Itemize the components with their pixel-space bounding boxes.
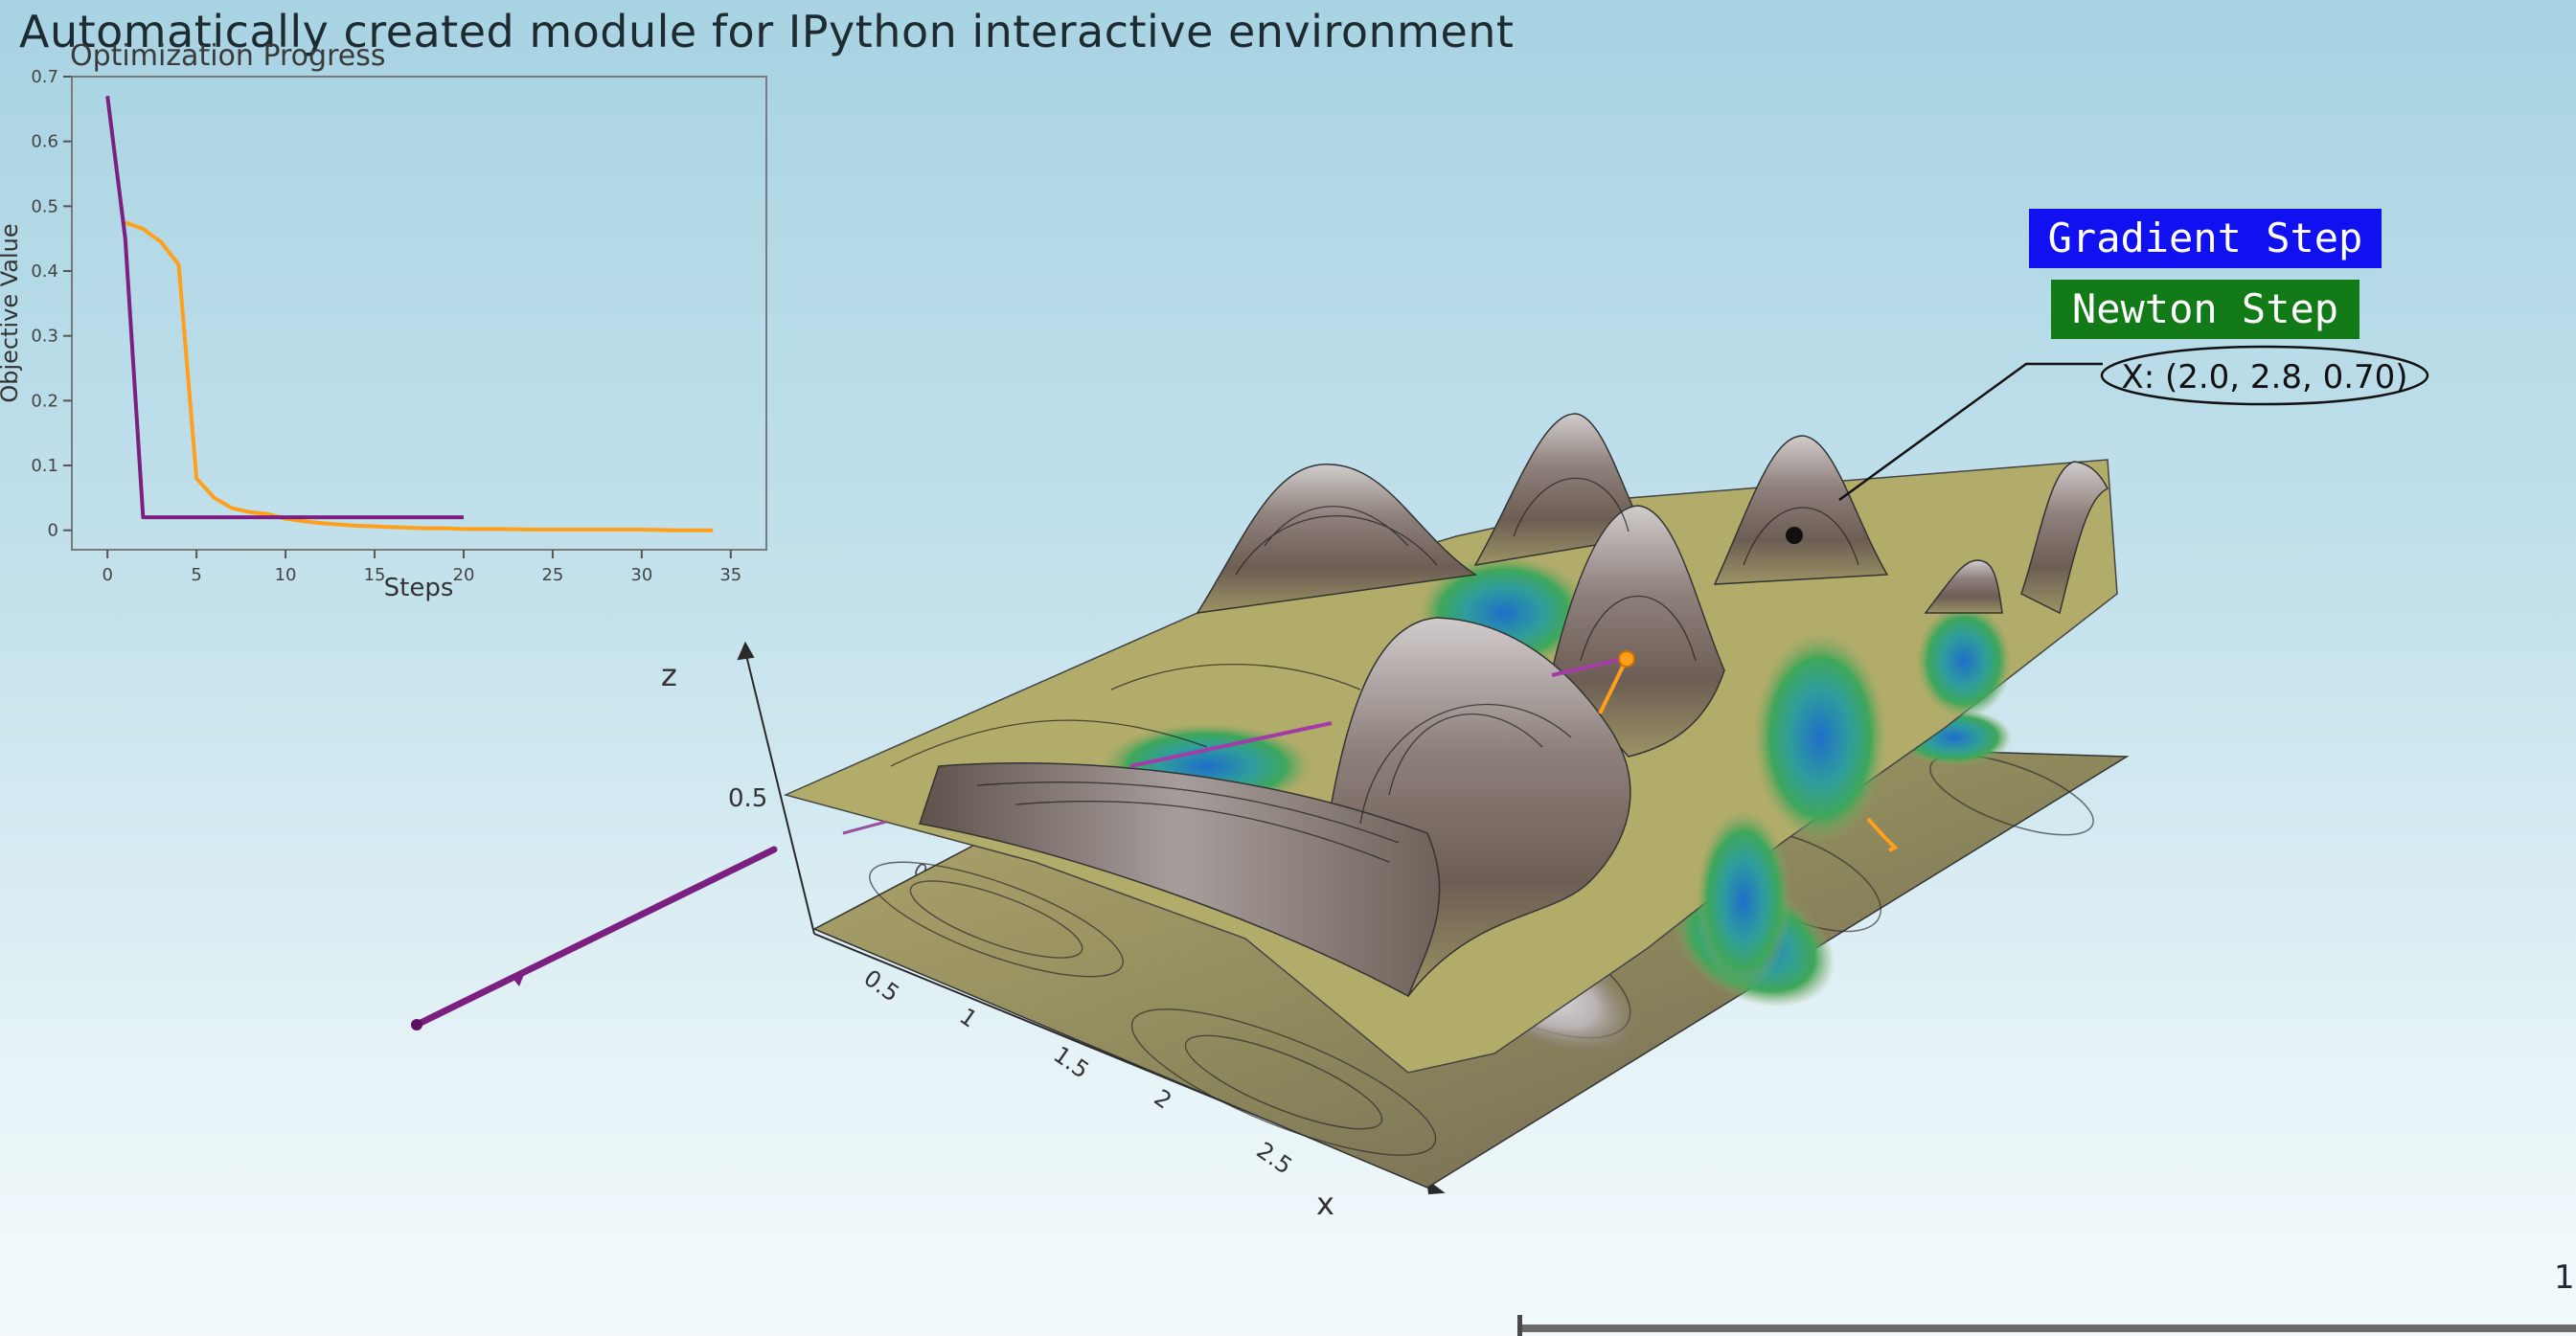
surface-valley-4 [1696,809,1791,991]
window-title: Automatically created module for IPython… [19,6,1515,57]
surface-valley-3 [1753,632,1887,843]
y-tick-label-6: 0.6 [31,132,58,152]
x3d-tick-label-0: 0.5 [859,964,904,1008]
x-tick-label-0: 0 [102,565,112,585]
series-line-0 [125,220,714,532]
y-tick-label-5: 0.5 [31,196,58,216]
x-tick-label-4: 20 [453,565,475,585]
y-tick-label-2: 0.2 [31,391,58,411]
surface-peak-back-2 [1473,413,1650,566]
scale-bar-tick [1517,1315,1522,1336]
y-tick-label-1: 0.1 [31,456,58,476]
gradient-path [1598,650,1899,852]
surface-contours [890,477,1859,863]
x-tick-label-3: 15 [364,565,386,585]
surface-peak-back-3 [1713,435,1889,585]
x3d-tick-label-3: 2 [1150,1084,1177,1115]
x3d-tick-label-2: 1.5 [1049,1041,1094,1084]
surface-peak-back-4 [1924,559,2003,614]
series-line-1 [105,96,464,520]
annotation-bubble [2100,345,2429,406]
gradient-point [1618,650,1635,668]
surface-peak-back-1 [1196,464,1478,614]
annotation-marker [1786,527,1803,544]
x-tick-label-6: 30 [630,565,652,585]
y-tick-label-7: 0.7 [31,67,58,87]
inset-y-axis-label: Objective Value [0,223,23,402]
x-tick-label-5: 25 [541,565,563,585]
legend-gradient-step: Gradient Step [2029,209,2382,268]
x3d-tick-label-4: 2.5 [1252,1137,1297,1180]
y-tick-label-3: 0.3 [31,327,58,347]
surface-peak-back-5 [2020,461,2109,615]
x-tick-label-1: 5 [191,565,201,585]
surface-ridge-front [919,761,1441,998]
x-tick-label-2: 10 [275,565,297,585]
surface-valley-5 [1916,603,2012,718]
newton-path [411,657,1625,1030]
newton-start-point [411,1019,422,1030]
annotation-leader [1838,362,2103,502]
x-axis-label: x [1316,1186,1334,1222]
inset-x-axis-label: Steps [384,574,454,602]
legend-newton-step: Newton Step [2051,280,2359,339]
y-tick-label-0: 0 [48,521,58,541]
scale-bar [1519,1325,2576,1332]
x3d-tick-label-1: 1 [955,1003,983,1033]
optimization-progress-chart: Optimization Progress Steps Objective Va… [0,39,767,602]
z-tick-label: 0.5 [728,784,767,813]
z-axis-label: z [661,657,677,693]
surface-peak-mid [1551,505,1725,758]
annotation-text: X: (2.0, 2.8, 0.70) [2121,358,2407,396]
inset-chart-title: Optimization Progress [70,39,385,73]
y-tick-label-4: 0.4 [31,261,58,282]
inset-plot-frame [71,76,767,551]
x-tick-label-7: 35 [719,565,741,585]
scale-bar-value: 1 [2554,1258,2575,1297]
